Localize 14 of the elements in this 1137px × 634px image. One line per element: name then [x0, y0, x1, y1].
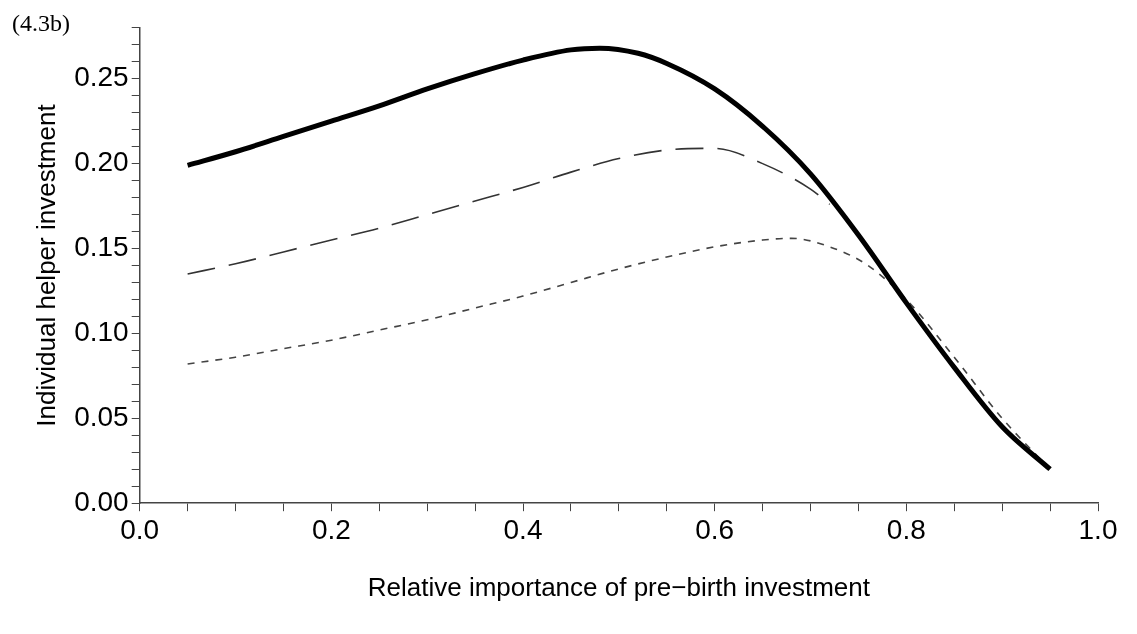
y-tick-label: 0.15	[74, 231, 129, 263]
y-tick-label: 0.05	[74, 401, 129, 433]
y-axis-title: Individual helper investment	[30, 103, 61, 427]
x-tick-label: 1.0	[1078, 513, 1118, 545]
text: (4.3b)	[12, 10, 70, 37]
x-tick-label: 0.4	[503, 513, 543, 545]
y-tick-label: 0.25	[74, 61, 129, 93]
x-axis-title: Relative importance of pre−birth investment	[367, 571, 871, 602]
x-tick-label: 0.2	[311, 513, 351, 545]
x-tick-label: 0.8	[886, 513, 926, 545]
y-tick-label: 0.20	[74, 146, 129, 178]
x-tick-label: 0.6	[695, 513, 735, 545]
y-tick-label: 0.10	[74, 316, 129, 348]
line-series	[186, 147, 831, 275]
